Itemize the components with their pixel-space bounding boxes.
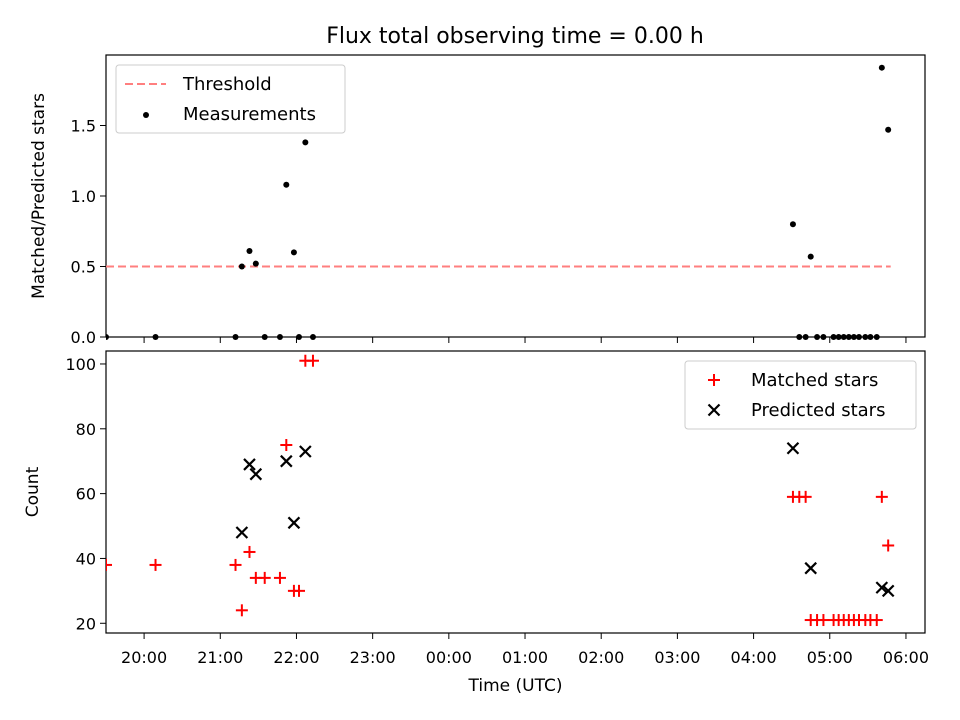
matched-star-point [273, 571, 286, 584]
top-y-tick-label: 1.0 [71, 187, 96, 206]
x-tick-label: 22:00 [273, 648, 319, 667]
top-y-axis-label: Matched/Predicted stars [29, 93, 49, 299]
measurement-point [845, 334, 852, 340]
predicted-star-point [875, 581, 889, 594]
measurement-point [840, 334, 847, 340]
bottom-y-tick-label: 100 [65, 355, 96, 374]
top-y-tick-label: 1.5 [71, 117, 96, 136]
measurement-point [106, 334, 109, 340]
measurement-point [152, 334, 159, 340]
x-tick-label: 20:00 [121, 648, 167, 667]
measurement-point [252, 260, 259, 267]
measurement-point [814, 334, 821, 340]
measurement-point [290, 249, 297, 256]
measurement-point [820, 334, 827, 340]
bottom-legend-box [684, 360, 917, 430]
predicted-star-point [804, 561, 817, 575]
measurement-point [802, 334, 809, 340]
legend-matched-label: Matched stars [751, 370, 878, 391]
top-y-tick-label: 0.0 [71, 328, 96, 347]
predicted-star-point [786, 441, 800, 455]
predicted-star-point [881, 584, 895, 598]
matched-star-point [882, 539, 895, 552]
measurement-point [238, 263, 245, 270]
matched-star-point [243, 545, 256, 558]
x-tick-label: 01:00 [502, 648, 548, 667]
bottom-y-tick-label: 20 [76, 614, 96, 633]
measurement-point [867, 334, 874, 340]
predicted-star-point [243, 458, 256, 471]
predicted-star-point [249, 467, 263, 481]
measurement-point [807, 253, 814, 260]
top-y-tick-label: 0.5 [71, 258, 96, 277]
x-tick-label: 03:00 [654, 648, 700, 667]
measurement-point [232, 334, 239, 340]
matched-star-point [229, 558, 242, 571]
bottom-panel: 20:00 21:00 22:00 23:00 00:00 01:00 02:00 03:00… [23, 350, 929, 696]
measurement-point [878, 64, 885, 71]
x-tick-label: 05:00 [807, 648, 853, 667]
matched-star-point [306, 354, 319, 367]
measurement-point [850, 334, 857, 340]
x-axis-label: Time (UTC) [468, 676, 563, 696]
measurement-point [855, 334, 862, 340]
bottom-y-tick-label: 40 [76, 549, 96, 568]
measurement-point [276, 334, 283, 340]
measurement-point [835, 334, 842, 340]
measurement-point [789, 221, 796, 228]
predicted-star-point [235, 526, 249, 539]
measurement-point [283, 181, 290, 188]
matched-star-point [799, 490, 812, 503]
x-tick-label: 00:00 [426, 648, 472, 667]
legend-matched-swatch [708, 374, 720, 386]
matched-star-point [870, 614, 883, 627]
measurement-point [246, 247, 253, 254]
x-tick-label: 23:00 [350, 648, 396, 667]
x-tick-label: 04:00 [731, 648, 777, 667]
matched-star-point [280, 439, 293, 451]
legend-predicted-swatch [707, 403, 721, 417]
matched-star-point [875, 490, 888, 503]
predicted-star-point [287, 516, 301, 530]
x-tick-label: 21:00 [197, 648, 243, 667]
chart-title: Flux total observing time = 0.00 h [326, 24, 704, 49]
bottom-data-marks [106, 354, 895, 627]
top-legend-box [115, 64, 346, 134]
matched-star-point [149, 558, 162, 571]
x-tick-label: 06:00 [883, 648, 929, 667]
legend-measurements-label: Measurements [183, 104, 316, 125]
measurement-point [796, 334, 803, 340]
bottom-axes-frame [105, 350, 926, 634]
matched-star-point [817, 614, 830, 627]
measurement-point [830, 334, 837, 340]
bottom-legend: Matched stars Predicted stars [684, 360, 917, 430]
top-panel: 0.0 0.5 1.0 1.5 Matched/Predicted stars Thres… [29, 54, 926, 347]
top-legend: Threshold Measurements [115, 64, 346, 134]
predicted-star-point [280, 454, 293, 468]
measurement-point [862, 334, 869, 340]
bottom-y-tick-label: 60 [76, 485, 96, 504]
legend-threshold-label: Threshold [182, 74, 272, 95]
measurement-point [302, 139, 309, 146]
matched-star-point [258, 571, 271, 584]
measurement-point [309, 334, 316, 340]
legend-measurement-swatch [143, 112, 149, 118]
measurement-point [873, 334, 880, 340]
measurement-point [296, 334, 303, 340]
matched-star-point [235, 604, 248, 617]
bottom-y-axis-label: Count [23, 466, 43, 517]
measurement-point [885, 126, 892, 133]
top-data-marks [106, 64, 892, 340]
measurement-point [261, 334, 268, 340]
x-tick-label: 02:00 [578, 648, 624, 667]
matched-star-point [106, 558, 112, 571]
legend-predicted-label: Predicted stars [751, 400, 885, 421]
predicted-star-point [299, 445, 312, 458]
bottom-y-tick-label: 80 [76, 420, 96, 439]
matched-star-point [293, 584, 306, 597]
